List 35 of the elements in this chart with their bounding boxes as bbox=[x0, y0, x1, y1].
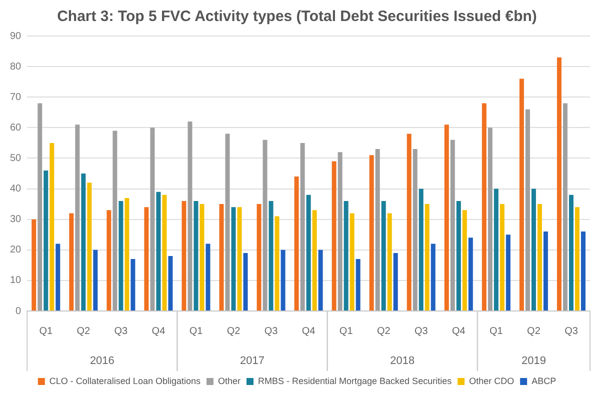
x-tick-label: Q4 bbox=[452, 326, 466, 337]
x-tick-label: Q1 bbox=[339, 326, 354, 337]
x-tick-label: Q2 bbox=[527, 326, 541, 337]
x-tick-label: Q1 bbox=[490, 326, 504, 337]
x-tick-label: Q2 bbox=[376, 326, 391, 337]
x-tick-label: Q1 bbox=[39, 326, 53, 337]
x-tick-label: Q3 bbox=[114, 326, 128, 337]
chart-title: Chart 3: Top 5 FVC Activity types (Total Debt Securities Issued €bn) bbox=[57, 8, 537, 26]
text: 2018 bbox=[390, 355, 415, 368]
x-tick-label: Q2 bbox=[226, 326, 241, 337]
legend-label: RMBS - Residential Mortgage Backed Securities bbox=[258, 376, 452, 386]
y-tick-label: 40 bbox=[10, 184, 22, 195]
y-tick-label: 50 bbox=[10, 152, 22, 164]
legend-label: Other CDO bbox=[469, 376, 514, 386]
x-tick-label: Q4 bbox=[302, 326, 316, 337]
y-tick-label: 10 bbox=[10, 275, 22, 286]
text: 2016 bbox=[90, 355, 114, 368]
y-tick-label: 80 bbox=[10, 61, 22, 72]
x-tick-label: Q3 bbox=[414, 326, 428, 337]
text: 2019 bbox=[521, 355, 546, 368]
x-tick-label: Q3 bbox=[564, 326, 578, 337]
x-tick-label: Q4 bbox=[152, 326, 166, 337]
legend-label: CLO - Collateralised Loan Obligations bbox=[49, 376, 201, 386]
y-tick-label: 60 bbox=[10, 122, 22, 134]
y-tick-label: 30 bbox=[10, 214, 22, 226]
text: 2017 bbox=[240, 355, 265, 368]
x-tick-label: Q2 bbox=[76, 326, 91, 337]
y-tick-label: 20 bbox=[10, 244, 22, 256]
legend-label: ABCP bbox=[532, 376, 556, 386]
x-tick-label: Q1 bbox=[189, 326, 204, 337]
legend-label: Other bbox=[218, 376, 240, 386]
y-tick-label: 0 bbox=[16, 306, 22, 317]
y-tick-label: 70 bbox=[10, 92, 22, 103]
x-tick-label: Q3 bbox=[264, 326, 278, 337]
y-tick-label: 90 bbox=[10, 30, 22, 42]
